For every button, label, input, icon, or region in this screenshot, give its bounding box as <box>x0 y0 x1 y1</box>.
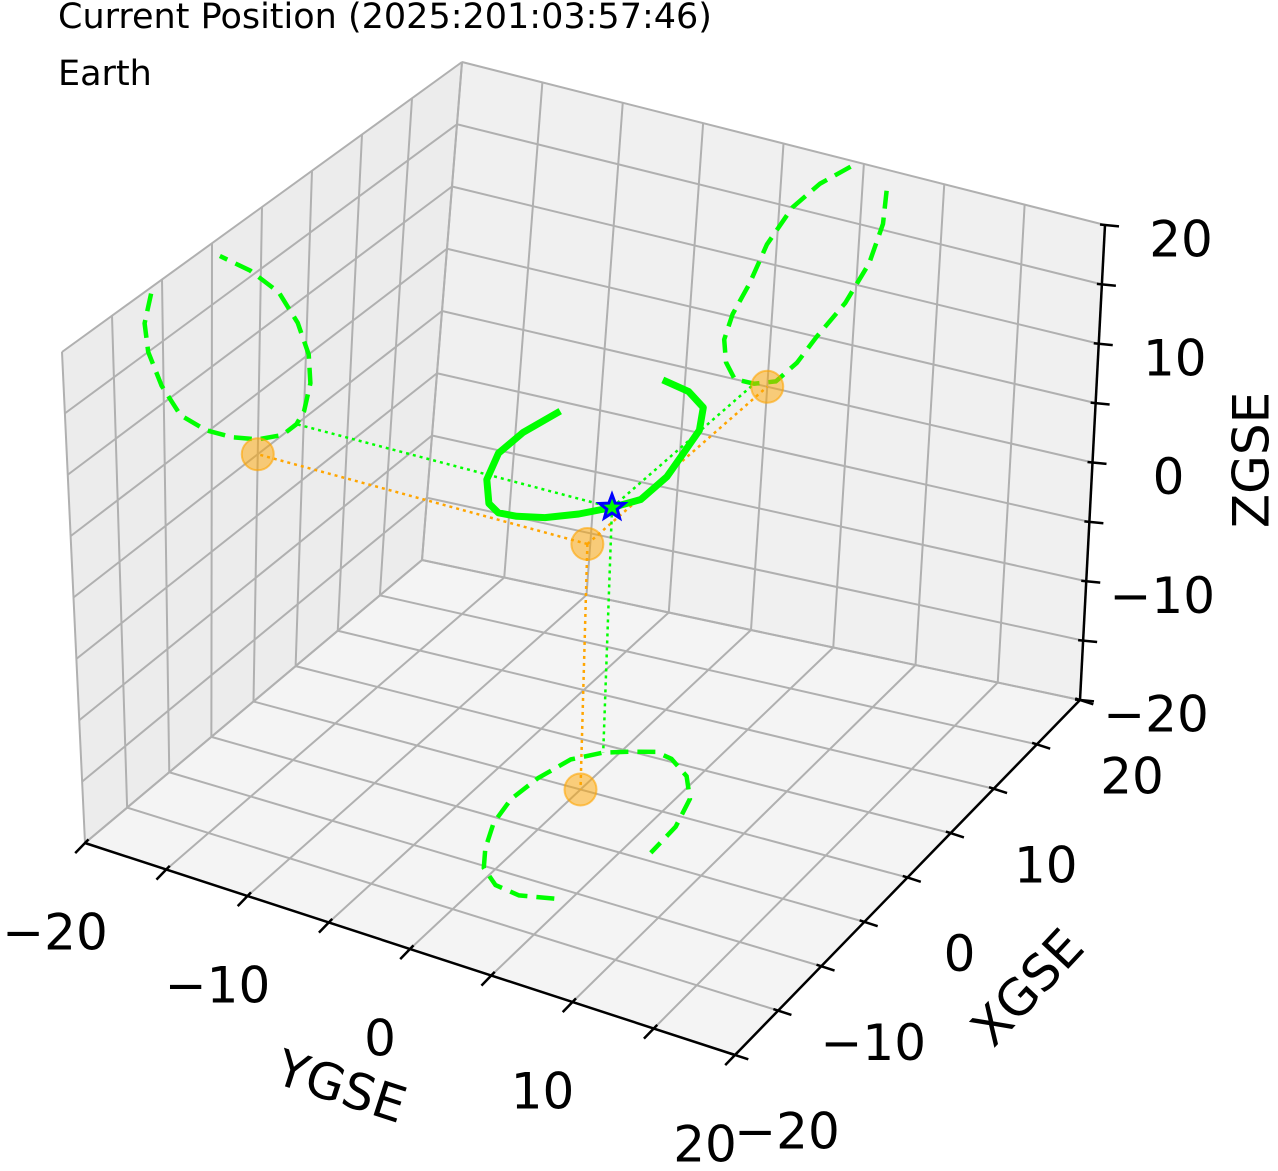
x-tick-label: −10 <box>820 1014 926 1072</box>
y-tick <box>480 971 496 987</box>
x-tick <box>945 830 965 839</box>
marks <box>142 164 890 901</box>
trajectory <box>483 376 707 522</box>
earth-floor-projection <box>563 772 598 807</box>
grid-line <box>451 185 1099 345</box>
z-tick-label: −10 <box>1109 567 1215 625</box>
grid-line <box>165 576 505 871</box>
grid-line <box>426 496 1084 642</box>
y-tick <box>74 838 90 854</box>
z-tick <box>1081 579 1101 584</box>
earth-drop-line <box>579 543 589 790</box>
y-tick <box>399 944 415 960</box>
grid-line <box>328 611 670 924</box>
z-tick <box>1090 401 1110 406</box>
grid-line <box>75 372 438 660</box>
x-tick-label: 10 <box>1014 836 1078 894</box>
grid-line <box>653 681 999 1030</box>
grid-line <box>571 664 917 1003</box>
y-tick <box>561 997 577 1013</box>
grid-line <box>431 434 1087 583</box>
earth-drop-line <box>257 453 588 546</box>
x-tick <box>729 1052 749 1061</box>
grid-line <box>421 559 1081 701</box>
x-tick <box>902 874 922 884</box>
z-tick-label: −20 <box>1103 686 1209 744</box>
earth-right-projection <box>750 369 785 404</box>
earth-left-projection <box>240 437 275 472</box>
current-position-label: Current Position (2025:201:03:57:46) <box>58 0 712 37</box>
left-wall-projection <box>142 253 313 442</box>
grid-line <box>246 594 588 897</box>
x-tick-label: −20 <box>734 1103 840 1161</box>
earth <box>570 527 605 561</box>
y-tick-label: −10 <box>165 957 271 1015</box>
grid-line <box>446 247 1096 405</box>
z-tick <box>1084 520 1104 525</box>
x-tick <box>816 963 835 972</box>
z-axis-label: ZGSE <box>1223 392 1278 528</box>
z-tick <box>1093 342 1113 347</box>
z-tick <box>1078 638 1098 644</box>
y-tick-label: 0 <box>364 1010 396 1068</box>
z-tick <box>1099 223 1120 228</box>
grid-line <box>461 61 1106 226</box>
y-tick <box>724 1050 740 1066</box>
z-tick <box>1087 460 1107 466</box>
x-tick-label: 0 <box>944 925 976 983</box>
current-position <box>595 490 629 522</box>
grid-line <box>436 372 1090 523</box>
x-tick <box>859 919 879 928</box>
x-tick <box>988 786 1008 795</box>
y-tick <box>155 865 171 881</box>
position-drop-line <box>296 422 613 509</box>
y-tick <box>643 1024 659 1040</box>
y-tick <box>318 918 334 934</box>
z-tick-label: 20 <box>1149 211 1213 269</box>
grid-line <box>78 434 433 722</box>
z-tick <box>1096 282 1116 288</box>
grid-line <box>61 61 463 353</box>
y-tick-label: 10 <box>511 1063 575 1121</box>
position-drop-line <box>601 507 614 753</box>
x-tick <box>1031 741 1051 750</box>
grid-line <box>490 646 834 977</box>
grid-line <box>81 496 428 783</box>
earth-label: Earth <box>58 54 152 94</box>
x-tick-label: 20 <box>1100 748 1164 806</box>
x-axis-label: XGSE <box>960 918 1095 1057</box>
z-tick-label: 0 <box>1153 448 1185 506</box>
y-tick-label: 20 <box>673 1116 737 1171</box>
grid-line <box>456 123 1103 286</box>
y-tick-label: −20 <box>2 904 108 962</box>
z-tick <box>1074 698 1095 703</box>
grid-line <box>84 559 423 844</box>
grid-line <box>64 123 458 415</box>
grid-line <box>67 185 453 476</box>
x-tick <box>772 1007 792 1017</box>
grid-line <box>70 247 448 537</box>
y-tick <box>236 891 252 907</box>
floor-projection <box>481 749 693 901</box>
z-tick-label: 10 <box>1143 329 1207 387</box>
